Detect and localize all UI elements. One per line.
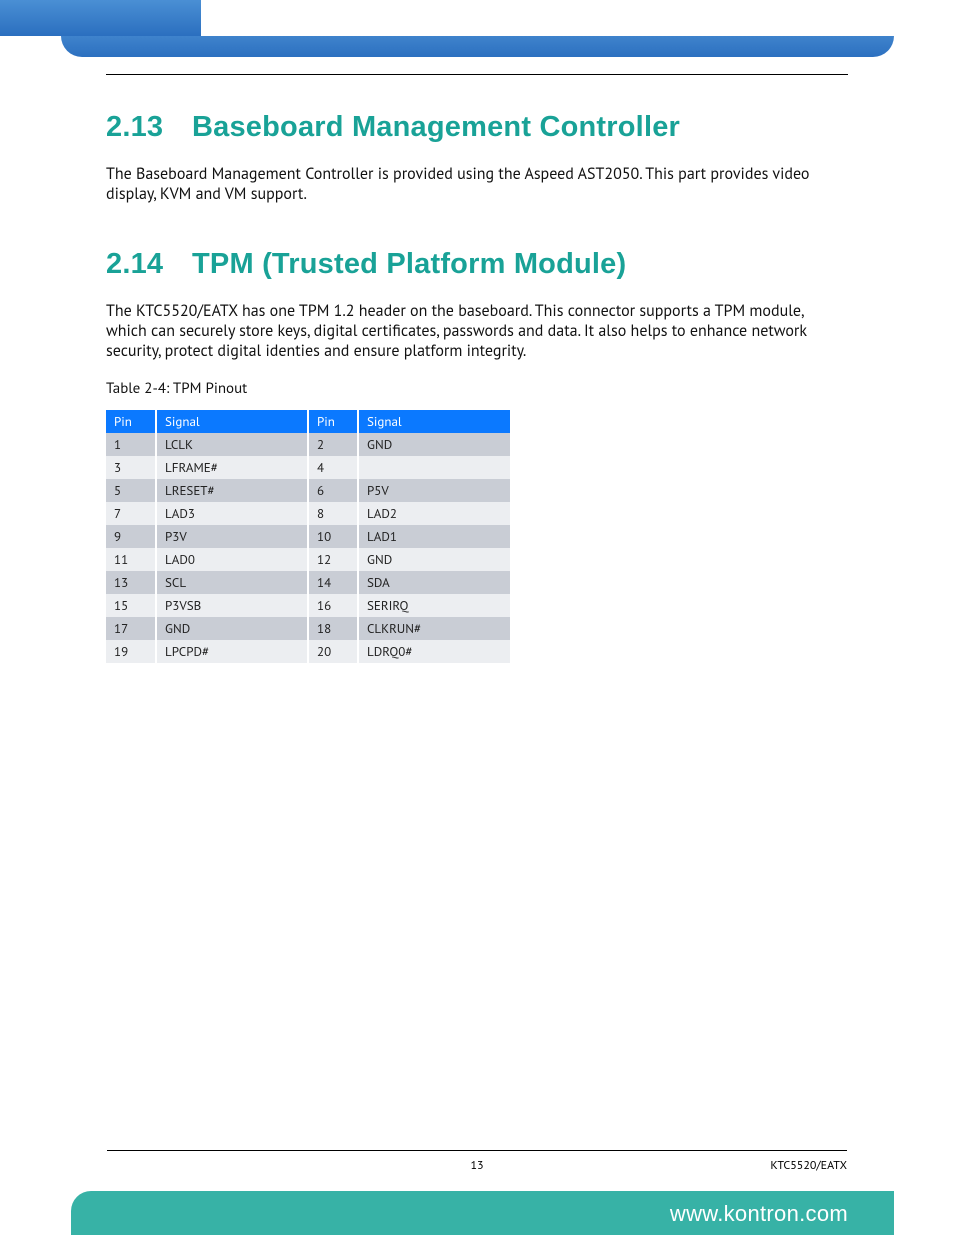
- paragraph-213: The Baseboard Management Controller is p…: [106, 164, 848, 204]
- table-row: 5LRESET#6P5V: [106, 479, 510, 502]
- table-row: 11LAD012GND: [106, 548, 510, 571]
- tpm-pinout-table: Pin Signal Pin Signal 1LCLK2GND 3LFRAME#…: [106, 410, 510, 663]
- section-number: 2.14: [106, 248, 192, 281]
- header-accent-bar: [0, 0, 201, 36]
- table-body: 1LCLK2GND 3LFRAME#4 5LRESET#6P5V 7LAD38L…: [106, 433, 510, 663]
- footer-rule: [107, 1150, 847, 1151]
- table-row: 1LCLK2GND: [106, 433, 510, 456]
- section-heading-214: 2.14TPM (Trusted Platform Module): [106, 248, 848, 281]
- table-row: 13SCL14SDA: [106, 571, 510, 594]
- table-row: 7LAD38LAD2: [106, 502, 510, 525]
- section-title: Baseboard Management Controller: [192, 111, 680, 143]
- table-caption: Table 2-4: TPM Pinout: [106, 379, 848, 398]
- top-rule: [106, 74, 848, 75]
- col-header-pin-b: Pin: [308, 410, 358, 433]
- footer-bar: www.kontron.com: [71, 1191, 894, 1235]
- table-header-row: Pin Signal Pin Signal: [106, 410, 510, 433]
- table-row: 19LPCPD#20LDRQ0#: [106, 640, 510, 663]
- table-row: 9P3V10LAD1: [106, 525, 510, 548]
- content-area: 2.13Baseboard Management Controller The …: [106, 74, 848, 663]
- col-header-pin-a: Pin: [106, 410, 156, 433]
- header-curve: [61, 36, 894, 57]
- col-header-signal-a: Signal: [156, 410, 308, 433]
- section-title: TPM (Trusted Platform Module): [192, 248, 626, 280]
- table-row: 3LFRAME#4: [106, 456, 510, 479]
- table-row: 17GND18CLKRUN#: [106, 617, 510, 640]
- footer-url: www.kontron.com: [670, 1201, 848, 1227]
- section-number: 2.13: [106, 111, 192, 144]
- col-header-signal-b: Signal: [358, 410, 510, 433]
- page: 2.13Baseboard Management Controller The …: [0, 0, 954, 1235]
- document-id: KTC5520/EATX: [770, 1158, 847, 1173]
- table-row: 15P3VSB16SERIRQ: [106, 594, 510, 617]
- section-heading-213: 2.13Baseboard Management Controller: [106, 111, 848, 144]
- paragraph-214: The KTC5520/EATX has one TPM 1.2 header …: [106, 301, 848, 361]
